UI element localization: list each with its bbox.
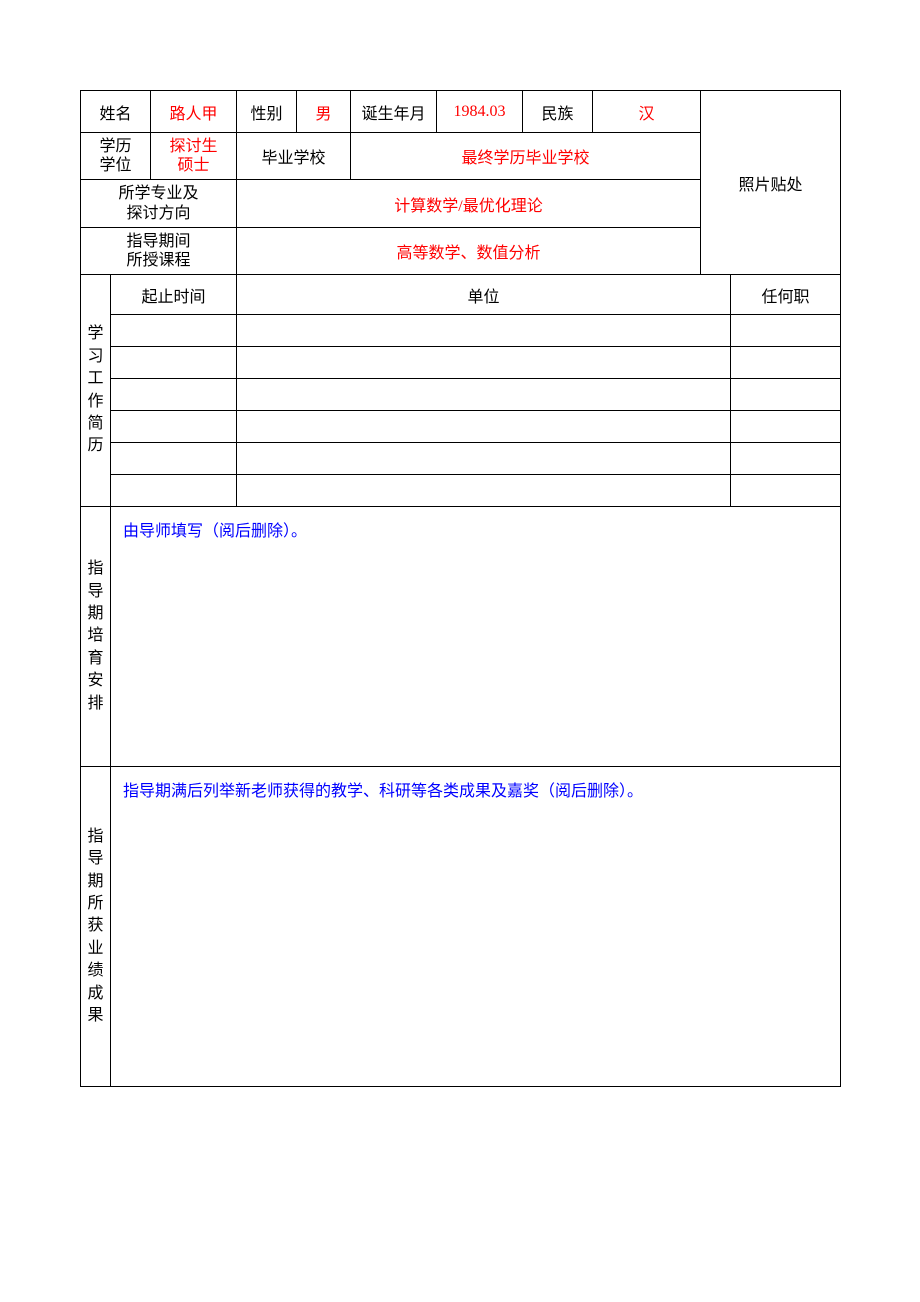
history-pos-5 — [731, 443, 841, 475]
major-label: 所学专业及 探讨方向 — [81, 180, 237, 227]
history-time-1 — [111, 315, 237, 347]
history-time-4 — [111, 411, 237, 443]
history-unit-1 — [237, 315, 731, 347]
name-value: 路人甲 — [151, 91, 237, 133]
results-content: 指导期满后列举新老师获得的教学、科研等各类成果及嘉奖（阅后删除）。 — [111, 767, 841, 1087]
history-row-6 — [81, 475, 841, 507]
major-value: 计算数学/最优化理论 — [237, 180, 701, 227]
name-label: 姓名 — [81, 91, 151, 133]
unit-header: 单位 — [237, 275, 731, 315]
row-history-header: 学习工作简历 起止时间 单位 任何职 — [81, 275, 841, 315]
history-pos-6 — [731, 475, 841, 507]
degree-value: 探讨生 硕士 — [151, 133, 237, 180]
row-plan: 指导期培育安排 由导师填写（阅后删除）。 — [81, 507, 841, 767]
gender-label: 性别 — [237, 91, 297, 133]
school-value: 最终学历毕业学校 — [351, 133, 701, 180]
history-pos-4 — [731, 411, 841, 443]
history-time-6 — [111, 475, 237, 507]
history-row-4 — [81, 411, 841, 443]
history-section-label: 学习工作简历 — [81, 275, 111, 507]
history-row-5 — [81, 443, 841, 475]
history-pos-3 — [731, 379, 841, 411]
plan-section-label: 指导期培育安排 — [81, 507, 111, 767]
history-time-3 — [111, 379, 237, 411]
course-value: 高等数学、数值分析 — [237, 227, 701, 274]
birth-label: 诞生年月 — [351, 91, 437, 133]
history-unit-6 — [237, 475, 731, 507]
degree-label: 学历 学位 — [81, 133, 151, 180]
history-unit-2 — [237, 347, 731, 379]
gender-value: 男 — [297, 91, 351, 133]
history-unit-3 — [237, 379, 731, 411]
history-pos-1 — [731, 315, 841, 347]
history-time-5 — [111, 443, 237, 475]
position-header: 任何职 — [731, 275, 841, 315]
birth-value: 1984.03 — [437, 91, 523, 133]
personnel-form-table: 姓名 路人甲 性别 男 诞生年月 1984.03 民族 汉 照片贴处 学历 学位… — [80, 90, 841, 1087]
history-row-2 — [81, 347, 841, 379]
plan-content: 由导师填写（阅后删除）。 — [111, 507, 841, 767]
row-results: 指导期所获业绩成果 指导期满后列举新老师获得的教学、科研等各类成果及嘉奖（阅后删… — [81, 767, 841, 1087]
history-unit-5 — [237, 443, 731, 475]
history-pos-2 — [731, 347, 841, 379]
row-basic-info: 姓名 路人甲 性别 男 诞生年月 1984.03 民族 汉 照片贴处 — [81, 91, 841, 133]
history-time-2 — [111, 347, 237, 379]
ethnic-label: 民族 — [523, 91, 593, 133]
photo-placeholder: 照片贴处 — [701, 91, 841, 275]
ethnic-value: 汉 — [593, 91, 701, 133]
history-row-3 — [81, 379, 841, 411]
school-label: 毕业学校 — [237, 133, 351, 180]
history-unit-4 — [237, 411, 731, 443]
course-label: 指导期间 所授课程 — [81, 227, 237, 274]
results-section-label: 指导期所获业绩成果 — [81, 767, 111, 1087]
time-header: 起止时间 — [111, 275, 237, 315]
history-row-1 — [81, 315, 841, 347]
